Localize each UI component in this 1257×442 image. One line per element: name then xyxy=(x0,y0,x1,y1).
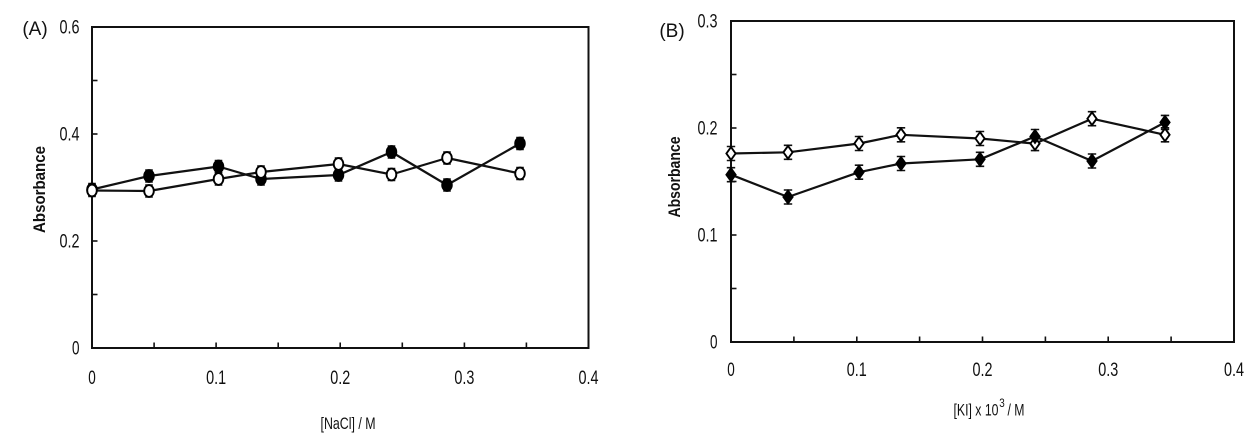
svg-text:Absorbance: Absorbance xyxy=(665,137,684,218)
svg-text:0: 0 xyxy=(88,368,96,389)
svg-text:0.3: 0.3 xyxy=(698,12,718,33)
svg-text:0.4: 0.4 xyxy=(579,368,599,389)
svg-text:0.1: 0.1 xyxy=(206,368,226,389)
svg-text:[KI] x 10: [KI] x 10 xyxy=(954,401,999,420)
svg-text:(A): (A) xyxy=(22,19,47,40)
svg-text:0.3: 0.3 xyxy=(1098,360,1118,381)
svg-text:3: 3 xyxy=(999,396,1005,410)
svg-text:Absorbance: Absorbance xyxy=(30,146,49,233)
svg-text:0.3: 0.3 xyxy=(454,368,474,389)
svg-text:/ M: / M xyxy=(1008,401,1025,420)
svg-text:0.2: 0.2 xyxy=(60,232,80,253)
svg-text:0.4: 0.4 xyxy=(60,125,80,146)
svg-text:0.4: 0.4 xyxy=(1224,360,1244,381)
svg-text:0.1: 0.1 xyxy=(698,226,718,247)
svg-text:0.2: 0.2 xyxy=(330,368,350,389)
svg-text:0: 0 xyxy=(72,339,80,360)
svg-text:0.2: 0.2 xyxy=(973,360,993,381)
svg-text:0.6: 0.6 xyxy=(60,18,80,39)
svg-text:0.2: 0.2 xyxy=(698,119,718,140)
svg-text:0: 0 xyxy=(727,360,735,381)
svg-text:(B): (B) xyxy=(659,21,684,42)
svg-text:[NaCl] / M: [NaCl] / M xyxy=(321,414,376,433)
svg-text:0.1: 0.1 xyxy=(847,360,867,381)
svg-text:0: 0 xyxy=(710,333,718,354)
